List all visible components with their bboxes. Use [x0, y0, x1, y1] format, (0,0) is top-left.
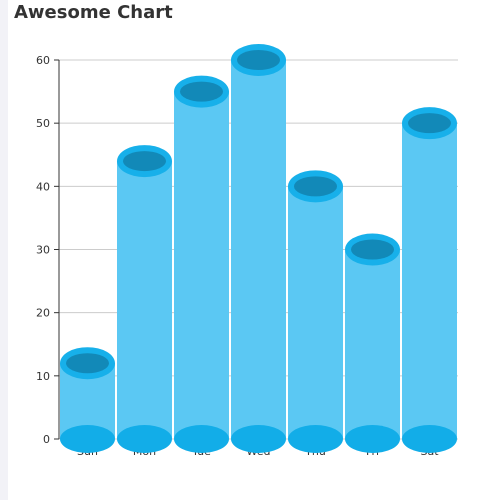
bar-top-inner	[351, 239, 394, 260]
bar-body	[345, 249, 400, 439]
left-edge-strip	[0, 0, 8, 500]
bar-top-inner	[180, 81, 223, 102]
bar-top-inner	[294, 176, 337, 197]
bar-body	[117, 161, 172, 440]
bar-bottom	[60, 425, 115, 453]
bar	[231, 44, 286, 453]
chart-title: Awesome Chart	[14, 2, 173, 23]
bar-bottom	[288, 425, 343, 453]
bar-top-inner	[237, 50, 280, 70]
bar	[288, 170, 343, 453]
bar-top-inner	[123, 151, 166, 172]
bar-body	[402, 123, 457, 440]
y-tick-label: 30	[36, 244, 50, 257]
y-tick-label: 0	[43, 433, 50, 446]
bar-body	[231, 60, 286, 439]
bar-bottom	[402, 425, 457, 453]
bar	[117, 145, 172, 453]
bar-body	[288, 186, 343, 439]
bar	[174, 75, 229, 453]
y-tick-label: 60	[36, 54, 50, 67]
bar-bottom	[174, 425, 229, 453]
y-tick-label: 40	[36, 180, 50, 193]
bar	[345, 233, 400, 453]
bar-bottom	[231, 425, 286, 453]
bar-bottom	[345, 425, 400, 453]
bar-top-inner	[66, 353, 109, 374]
y-axis: 0 10 20 30 40 50 60	[36, 54, 60, 446]
bar-top-inner	[408, 113, 451, 134]
bar	[60, 347, 115, 453]
bars	[60, 44, 457, 453]
bar	[402, 107, 457, 453]
y-tick-label: 50	[36, 117, 50, 130]
y-tick-label: 20	[36, 307, 50, 320]
bar-body	[174, 91, 229, 439]
bar-bottom	[117, 425, 172, 453]
y-tick-label: 10	[36, 370, 50, 383]
